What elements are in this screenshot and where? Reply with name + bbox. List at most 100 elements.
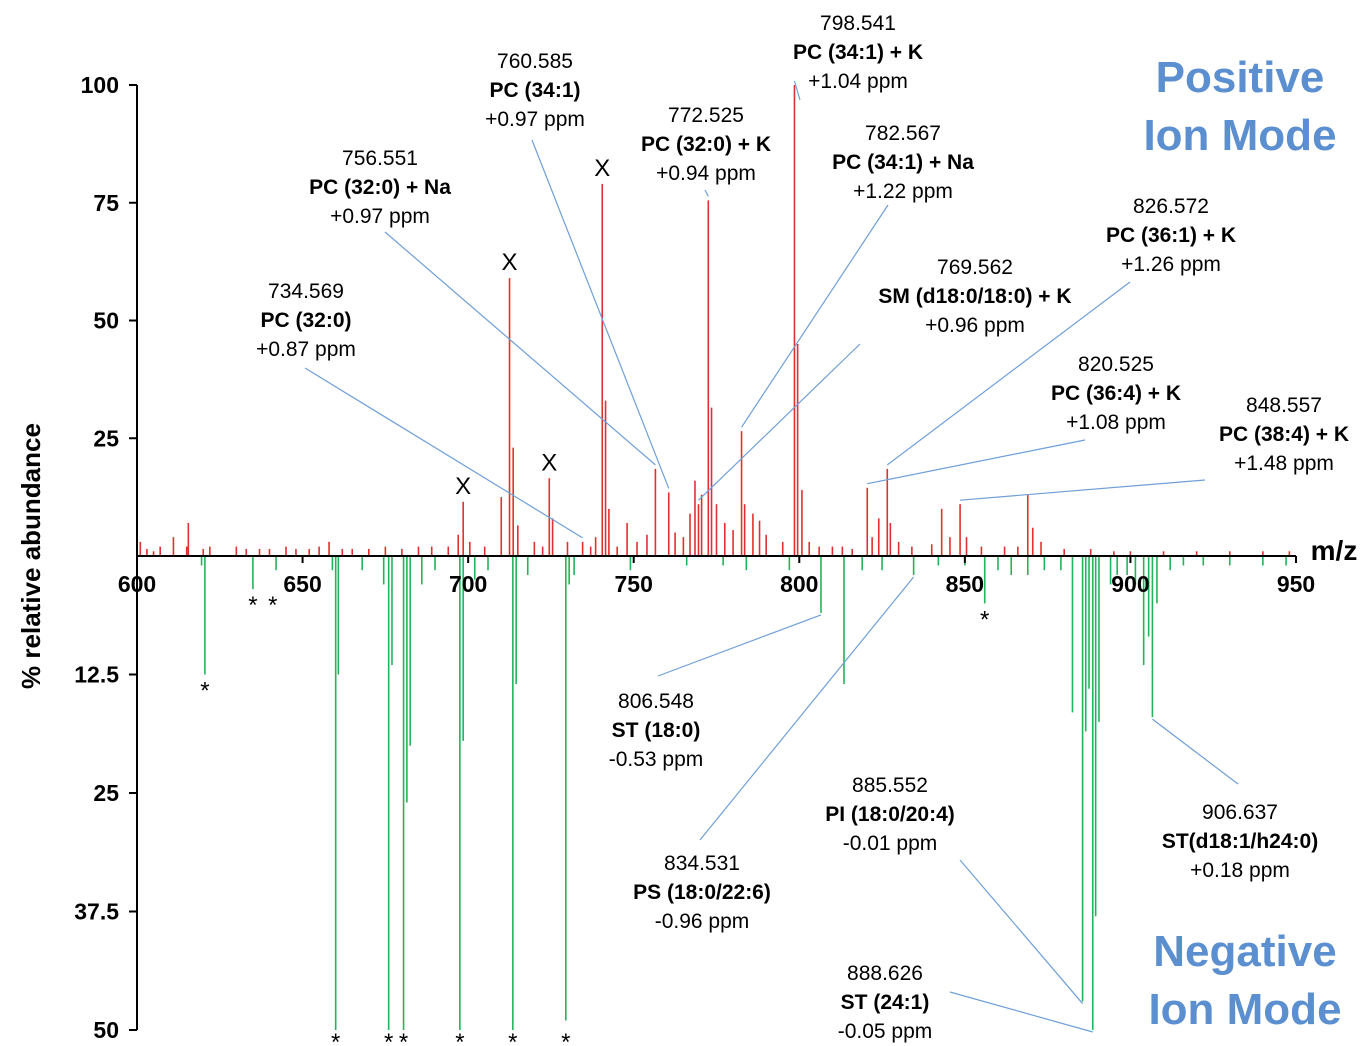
annotation-mz: 885.552 <box>852 774 928 797</box>
x-marker: X <box>502 249 518 276</box>
annotation-mz: 806.548 <box>618 690 694 713</box>
annotation-mz: 772.525 <box>668 104 744 127</box>
annotation-mz: 888.626 <box>847 962 923 985</box>
annotation-ppm-error: +0.87 ppm <box>256 338 356 361</box>
asterisk-marker: * <box>268 592 277 619</box>
negative-mode-title-line1: Negative <box>1153 927 1336 976</box>
x-marker: X <box>455 473 471 500</box>
positive-mode-title-line1: Positive <box>1156 53 1325 102</box>
tick-labels: 600 650 700 750 800 850 900 950 100 75 50 25 12.5 25 3… <box>74 72 1315 1043</box>
x-marker: X <box>541 449 557 476</box>
annotation-compound: ST(d18:1/h24:0) <box>1162 830 1318 853</box>
y-axis-label: % relative abundance <box>16 423 46 689</box>
annotation-mz: 756.551 <box>342 147 418 170</box>
peak-markers: X X X X * * * * * * * * * * <box>200 155 989 1046</box>
annotation-ppm-error: -0.01 ppm <box>843 832 938 855</box>
annotation-mz: 820.525 <box>1078 353 1154 376</box>
annotation-leader-line <box>867 439 1086 485</box>
annotation-leader-line <box>960 479 1206 501</box>
leader-lines <box>304 80 1239 1033</box>
annotation-compound: PC (34:1) + Na <box>832 151 974 174</box>
annotation-compound: PC (38:4) + K <box>1219 423 1349 446</box>
annotation-compound: PC (36:4) + K <box>1051 382 1181 405</box>
annotation-mz: 826.572 <box>1133 195 1209 218</box>
annotation-ppm-error: +0.96 ppm <box>925 314 1025 337</box>
axes <box>129 84 1297 1031</box>
annotation-leader-line <box>657 614 822 677</box>
negative-mode-title-line2: Ion Mode <box>1148 985 1341 1034</box>
x-tick-label: 650 <box>283 571 321 597</box>
annotation-ppm-error: +1.08 ppm <box>1066 411 1166 434</box>
annotation-compound: SM (d18:0/18:0) + K <box>878 285 1071 308</box>
annotation-compound: PI (18:0/20:4) <box>825 803 955 826</box>
positive-peaks <box>139 85 1291 556</box>
annotation-ppm-error: -0.05 ppm <box>838 1020 933 1043</box>
y-tick-label-positive: 75 <box>93 190 119 216</box>
x-tick-label: 700 <box>449 571 487 597</box>
asterisk-marker: * <box>248 592 257 619</box>
annotation-ppm-error: +1.48 ppm <box>1234 452 1334 475</box>
annotation-leader-line <box>793 80 801 101</box>
x-tick-label: 800 <box>780 571 818 597</box>
x-marker: X <box>594 155 610 182</box>
y-tick-label-negative: 25 <box>93 780 119 806</box>
asterisk-marker: * <box>384 1029 393 1046</box>
annotation-mz: 848.557 <box>1246 394 1322 417</box>
y-tick-label-positive: 50 <box>93 308 119 334</box>
annotation-leader-line <box>304 367 583 539</box>
annotation-mz: 798.541 <box>820 12 896 35</box>
asterisk-marker: * <box>508 1029 517 1046</box>
negative-peaks <box>200 556 1287 1030</box>
annotation-compound: PS (18:0/22:6) <box>633 881 771 904</box>
annotation-ppm-error: -0.53 ppm <box>609 748 704 771</box>
asterisk-marker: * <box>331 1029 340 1046</box>
x-tick-label: 850 <box>946 571 984 597</box>
annotation-ppm-error: +0.97 ppm <box>330 205 430 228</box>
annotation-mz: 834.531 <box>664 852 740 875</box>
x-tick-label: 900 <box>1111 571 1149 597</box>
annotation-ppm-error: +0.18 ppm <box>1190 859 1290 882</box>
annotation-ppm-error: +1.22 ppm <box>853 180 953 203</box>
annotation-ppm-error: +1.04 ppm <box>808 70 908 93</box>
annotation-leader-line <box>741 204 889 428</box>
annotation-ppm-error: -0.96 ppm <box>655 910 750 933</box>
annotation-compound: ST (24:1) <box>841 991 930 1014</box>
y-tick-label-negative: 12.5 <box>74 662 119 688</box>
annotation-leader-line <box>704 189 709 197</box>
annotation-ppm-error: +1.26 ppm <box>1121 253 1221 276</box>
annotation-leader-line <box>699 576 915 841</box>
annotation-leader-line <box>698 343 861 501</box>
x-axis-label: m/z <box>1311 535 1358 566</box>
annotation-leader-line <box>959 859 1084 1004</box>
annotations: 734.569 PC (32:0) +0.87 ppm 756.551 PC (32:0… <box>256 12 1349 1043</box>
y-tick-label-negative: 37.5 <box>74 899 119 925</box>
annotation-compound: PC (32:0) + K <box>641 133 771 156</box>
x-tick-label: 600 <box>118 571 156 597</box>
annotation-leader-line <box>531 139 670 489</box>
annotation-compound: PC (32:0) + Na <box>309 176 451 199</box>
asterisk-marker: * <box>455 1029 464 1046</box>
y-tick-label-positive: 25 <box>93 425 119 451</box>
x-tick-label: 750 <box>615 571 653 597</box>
y-tick-label-positive: 100 <box>81 72 119 98</box>
annotation-mz: 760.585 <box>497 50 573 73</box>
annotation-ppm-error: +0.94 ppm <box>656 162 756 185</box>
positive-mode-title-line2: Ion Mode <box>1143 111 1336 160</box>
annotation-leader-line <box>1152 718 1239 785</box>
annotation-compound: ST (18:0) <box>612 719 701 742</box>
asterisk-marker: * <box>561 1029 570 1046</box>
x-tick-label: 950 <box>1277 571 1315 597</box>
annotation-ppm-error: +0.97 ppm <box>485 108 585 131</box>
asterisk-marker: * <box>399 1029 408 1046</box>
asterisk-marker: * <box>980 606 989 633</box>
annotation-compound: PC (36:1) + K <box>1106 224 1236 247</box>
asterisk-marker: * <box>200 678 209 705</box>
annotation-compound: PC (32:0) <box>260 309 351 332</box>
annotation-compound: PC (34:1) <box>489 79 580 102</box>
y-tick-label-negative: 50 <box>93 1017 119 1043</box>
annotation-leader-line <box>886 281 1131 466</box>
annotation-mz: 782.567 <box>865 122 941 145</box>
annotation-leader-line <box>384 231 656 466</box>
